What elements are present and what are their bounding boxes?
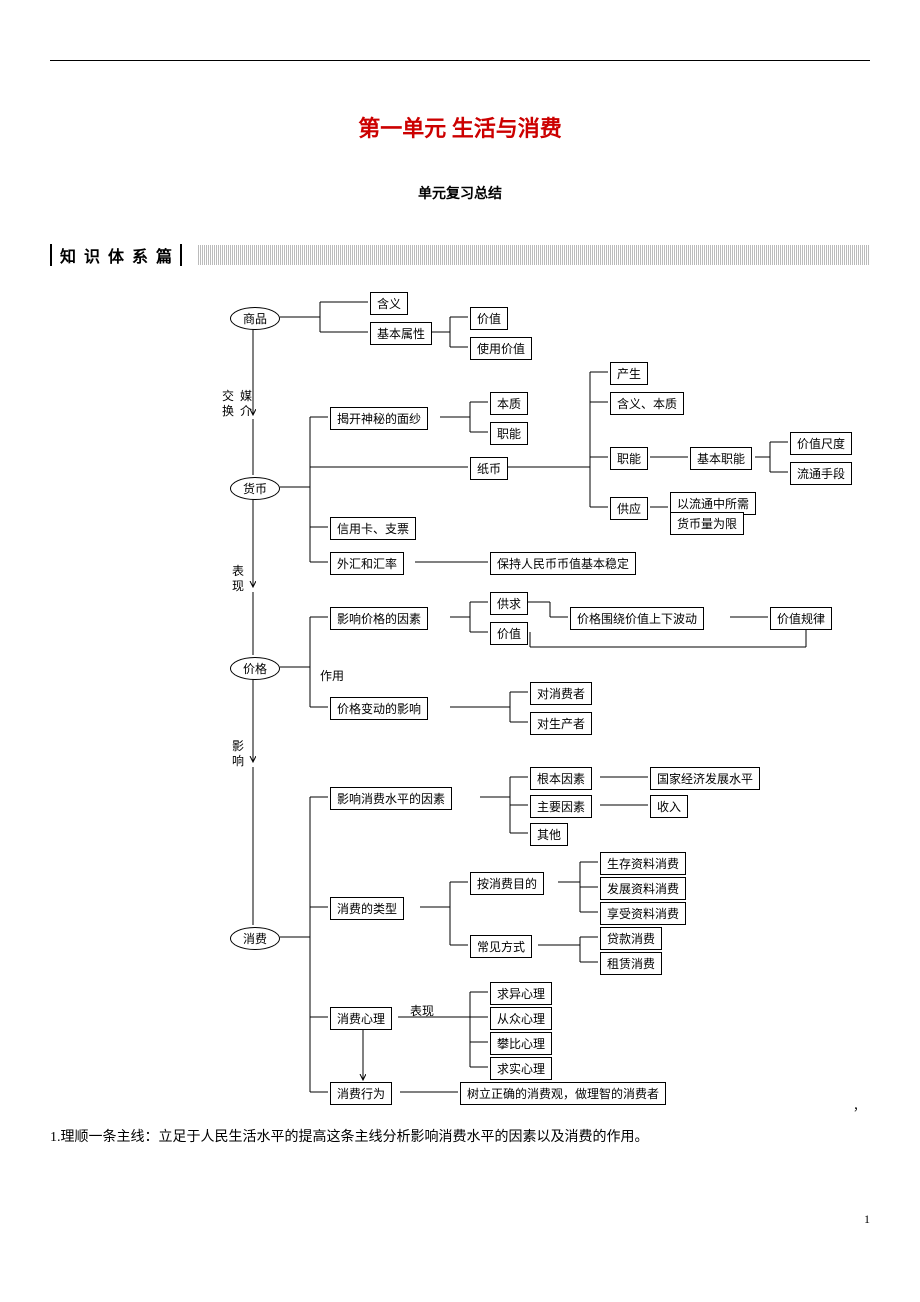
box-17: 信用卡、支票 xyxy=(330,517,416,540)
box-32: 国家经济发展水平 xyxy=(650,767,760,790)
box-40: 贷款消费 xyxy=(600,927,662,950)
box-43: 求异心理 xyxy=(490,982,552,1005)
oval-huobi: 货币 xyxy=(230,477,280,500)
box-1: 基本属性 xyxy=(370,322,432,345)
box-31: 其他 xyxy=(530,823,568,846)
box-10: 供应 xyxy=(610,497,648,520)
box-42: 消费心理 xyxy=(330,1007,392,1030)
box-18: 外汇和汇率 xyxy=(330,552,404,575)
header-bar xyxy=(50,244,52,266)
box-27: 对生产者 xyxy=(530,712,592,735)
box-12: 基本职能 xyxy=(690,447,752,470)
box-0: 含义 xyxy=(370,292,408,315)
label-8: 作用 xyxy=(320,667,344,684)
box-20: 影响价格的因素 xyxy=(330,607,428,630)
body-text: 1.理顺一条主线：立足于人民生活水平的提高这条主线分析影响消费水平的因素以及消费… xyxy=(50,1124,870,1152)
box-28: 影响消费水平的因素 xyxy=(330,787,452,810)
box-16: 货币量为限 xyxy=(670,512,744,535)
box-19: 保持人民币币值基本稳定 xyxy=(490,552,636,575)
box-46: 求实心理 xyxy=(490,1057,552,1080)
box-33: 收入 xyxy=(650,795,688,818)
box-41: 租赁消费 xyxy=(600,952,662,975)
box-22: 价值 xyxy=(490,622,528,645)
label-1: 换 xyxy=(222,402,234,419)
box-6: 职能 xyxy=(490,422,528,445)
header-fill xyxy=(198,245,870,265)
oval-jiage: 价格 xyxy=(230,657,280,680)
label-7: 响 xyxy=(232,752,244,769)
box-44: 从众心理 xyxy=(490,1007,552,1030)
box-11: 纸币 xyxy=(470,457,508,480)
box-3: 使用价值 xyxy=(470,337,532,360)
label-5: 现 xyxy=(232,577,244,594)
box-35: 按消费目的 xyxy=(470,872,544,895)
box-9: 职能 xyxy=(610,447,648,470)
label-3: 介 xyxy=(240,402,252,419)
page-number: 1 xyxy=(50,1212,870,1227)
box-26: 对消费者 xyxy=(530,682,592,705)
section-header: 知识体系篇 xyxy=(50,243,870,267)
box-5: 本质 xyxy=(490,392,528,415)
knowledge-diagram: 商品货币价格消费含义基本属性价值使用价值揭开神秘的面纱本质职能产生含义、本质职能… xyxy=(110,287,870,1107)
oval-shangpin: 商品 xyxy=(230,307,280,330)
box-45: 攀比心理 xyxy=(490,1032,552,1055)
box-14: 流通手段 xyxy=(790,462,852,485)
box-39: 享受资料消费 xyxy=(600,902,686,925)
box-29: 根本因素 xyxy=(530,767,592,790)
box-21: 供求 xyxy=(490,592,528,615)
header-bar-2 xyxy=(180,244,182,266)
box-2: 价值 xyxy=(470,307,508,330)
box-48: 树立正确的消费观，做理智的消费者 xyxy=(460,1082,666,1105)
box-36: 常见方式 xyxy=(470,935,532,958)
box-13: 价值尺度 xyxy=(790,432,852,455)
subtitle: 单元复习总结 xyxy=(50,183,870,203)
box-24: 价值规律 xyxy=(770,607,832,630)
top-rule xyxy=(50,60,870,61)
box-47: 消费行为 xyxy=(330,1082,392,1105)
oval-xiaofei: 消费 xyxy=(230,927,280,950)
box-23: 价格围绕价值上下波动 xyxy=(570,607,704,630)
box-37: 生存资料消费 xyxy=(600,852,686,875)
box-25: 价格变动的影响 xyxy=(330,697,428,720)
label-9: 表现 xyxy=(410,1002,434,1019)
box-30: 主要因素 xyxy=(530,795,592,818)
header-text: 知识体系篇 xyxy=(60,243,180,267)
box-34: 消费的类型 xyxy=(330,897,404,920)
box-4: 揭开神秘的面纱 xyxy=(330,407,428,430)
box-38: 发展资料消费 xyxy=(600,877,686,900)
unit-title: 第一单元 生活与消费 xyxy=(50,111,870,143)
box-7: 产生 xyxy=(610,362,648,385)
box-8: 含义、本质 xyxy=(610,392,684,415)
